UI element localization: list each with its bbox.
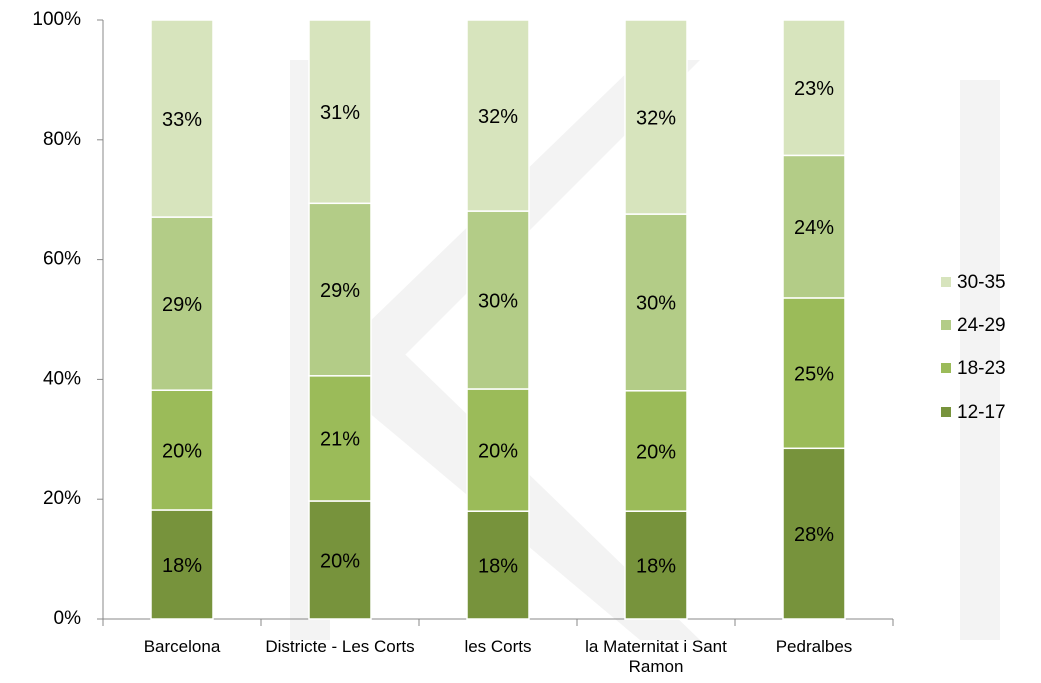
bar-segment (782, 297, 846, 450)
legend-label: 12-17 (957, 402, 1006, 423)
y-tick-label: 100% (32, 9, 81, 30)
bar-segment (150, 216, 214, 391)
x-tick-label: Districte - Les Corts (265, 637, 415, 656)
bar-segment (466, 388, 530, 512)
data-label: 21% (320, 429, 360, 451)
bar-segment (150, 19, 214, 218)
data-label: 29% (320, 280, 360, 302)
bar-segment (308, 500, 372, 620)
bar-segment (150, 509, 214, 620)
legend-swatch (941, 407, 951, 417)
data-label: 28% (794, 524, 834, 546)
bar-segment (624, 390, 688, 512)
data-label: 20% (478, 440, 518, 462)
y-tick-label: 20% (43, 488, 81, 509)
legend-swatch (941, 363, 951, 373)
x-tick-label: Pedralbes (775, 637, 853, 656)
x-tick-label: la Maternitat i Sant Ramon (585, 637, 727, 676)
bar-segment (466, 210, 530, 390)
data-label: 18% (162, 555, 202, 577)
data-label: 20% (162, 440, 202, 462)
data-label: 32% (636, 107, 676, 129)
legend-swatch (941, 277, 951, 287)
y-tick-label: 40% (43, 368, 81, 389)
legend-label: 18-23 (957, 358, 1006, 379)
legend-label: 24-29 (957, 315, 1006, 336)
data-label: 30% (478, 290, 518, 312)
bar-segment (466, 510, 530, 620)
legend-label: 30-35 (957, 272, 1006, 293)
x-tick-label: Barcelona (143, 637, 221, 656)
data-label: 31% (320, 102, 360, 124)
y-tick-label: 0% (54, 608, 82, 629)
data-label: 24% (794, 217, 834, 239)
bar-segment (624, 510, 688, 620)
data-label: 30% (636, 293, 676, 315)
y-tick-label: 80% (43, 129, 81, 150)
x-tick-label: les Corts (464, 637, 532, 656)
data-label: 33% (162, 109, 202, 131)
bar-segment (782, 447, 846, 620)
y-tick-label: 60% (43, 249, 81, 270)
data-label: 29% (162, 294, 202, 316)
bar-segment (782, 154, 846, 299)
data-label: 25% (794, 363, 834, 385)
legend-swatch (941, 320, 951, 330)
bar-segment (624, 19, 688, 215)
data-label: 18% (478, 555, 518, 577)
bar-segment (308, 19, 372, 205)
data-label: 18% (636, 555, 676, 577)
bar-segment (150, 389, 214, 511)
data-label: 20% (320, 550, 360, 572)
data-label: 23% (794, 78, 834, 100)
data-label: 20% (636, 441, 676, 463)
bar-segment (782, 19, 846, 157)
bar-segment (308, 202, 372, 377)
bar-segment (466, 19, 530, 212)
data-label: 32% (478, 106, 518, 128)
bar-segment (624, 213, 688, 392)
